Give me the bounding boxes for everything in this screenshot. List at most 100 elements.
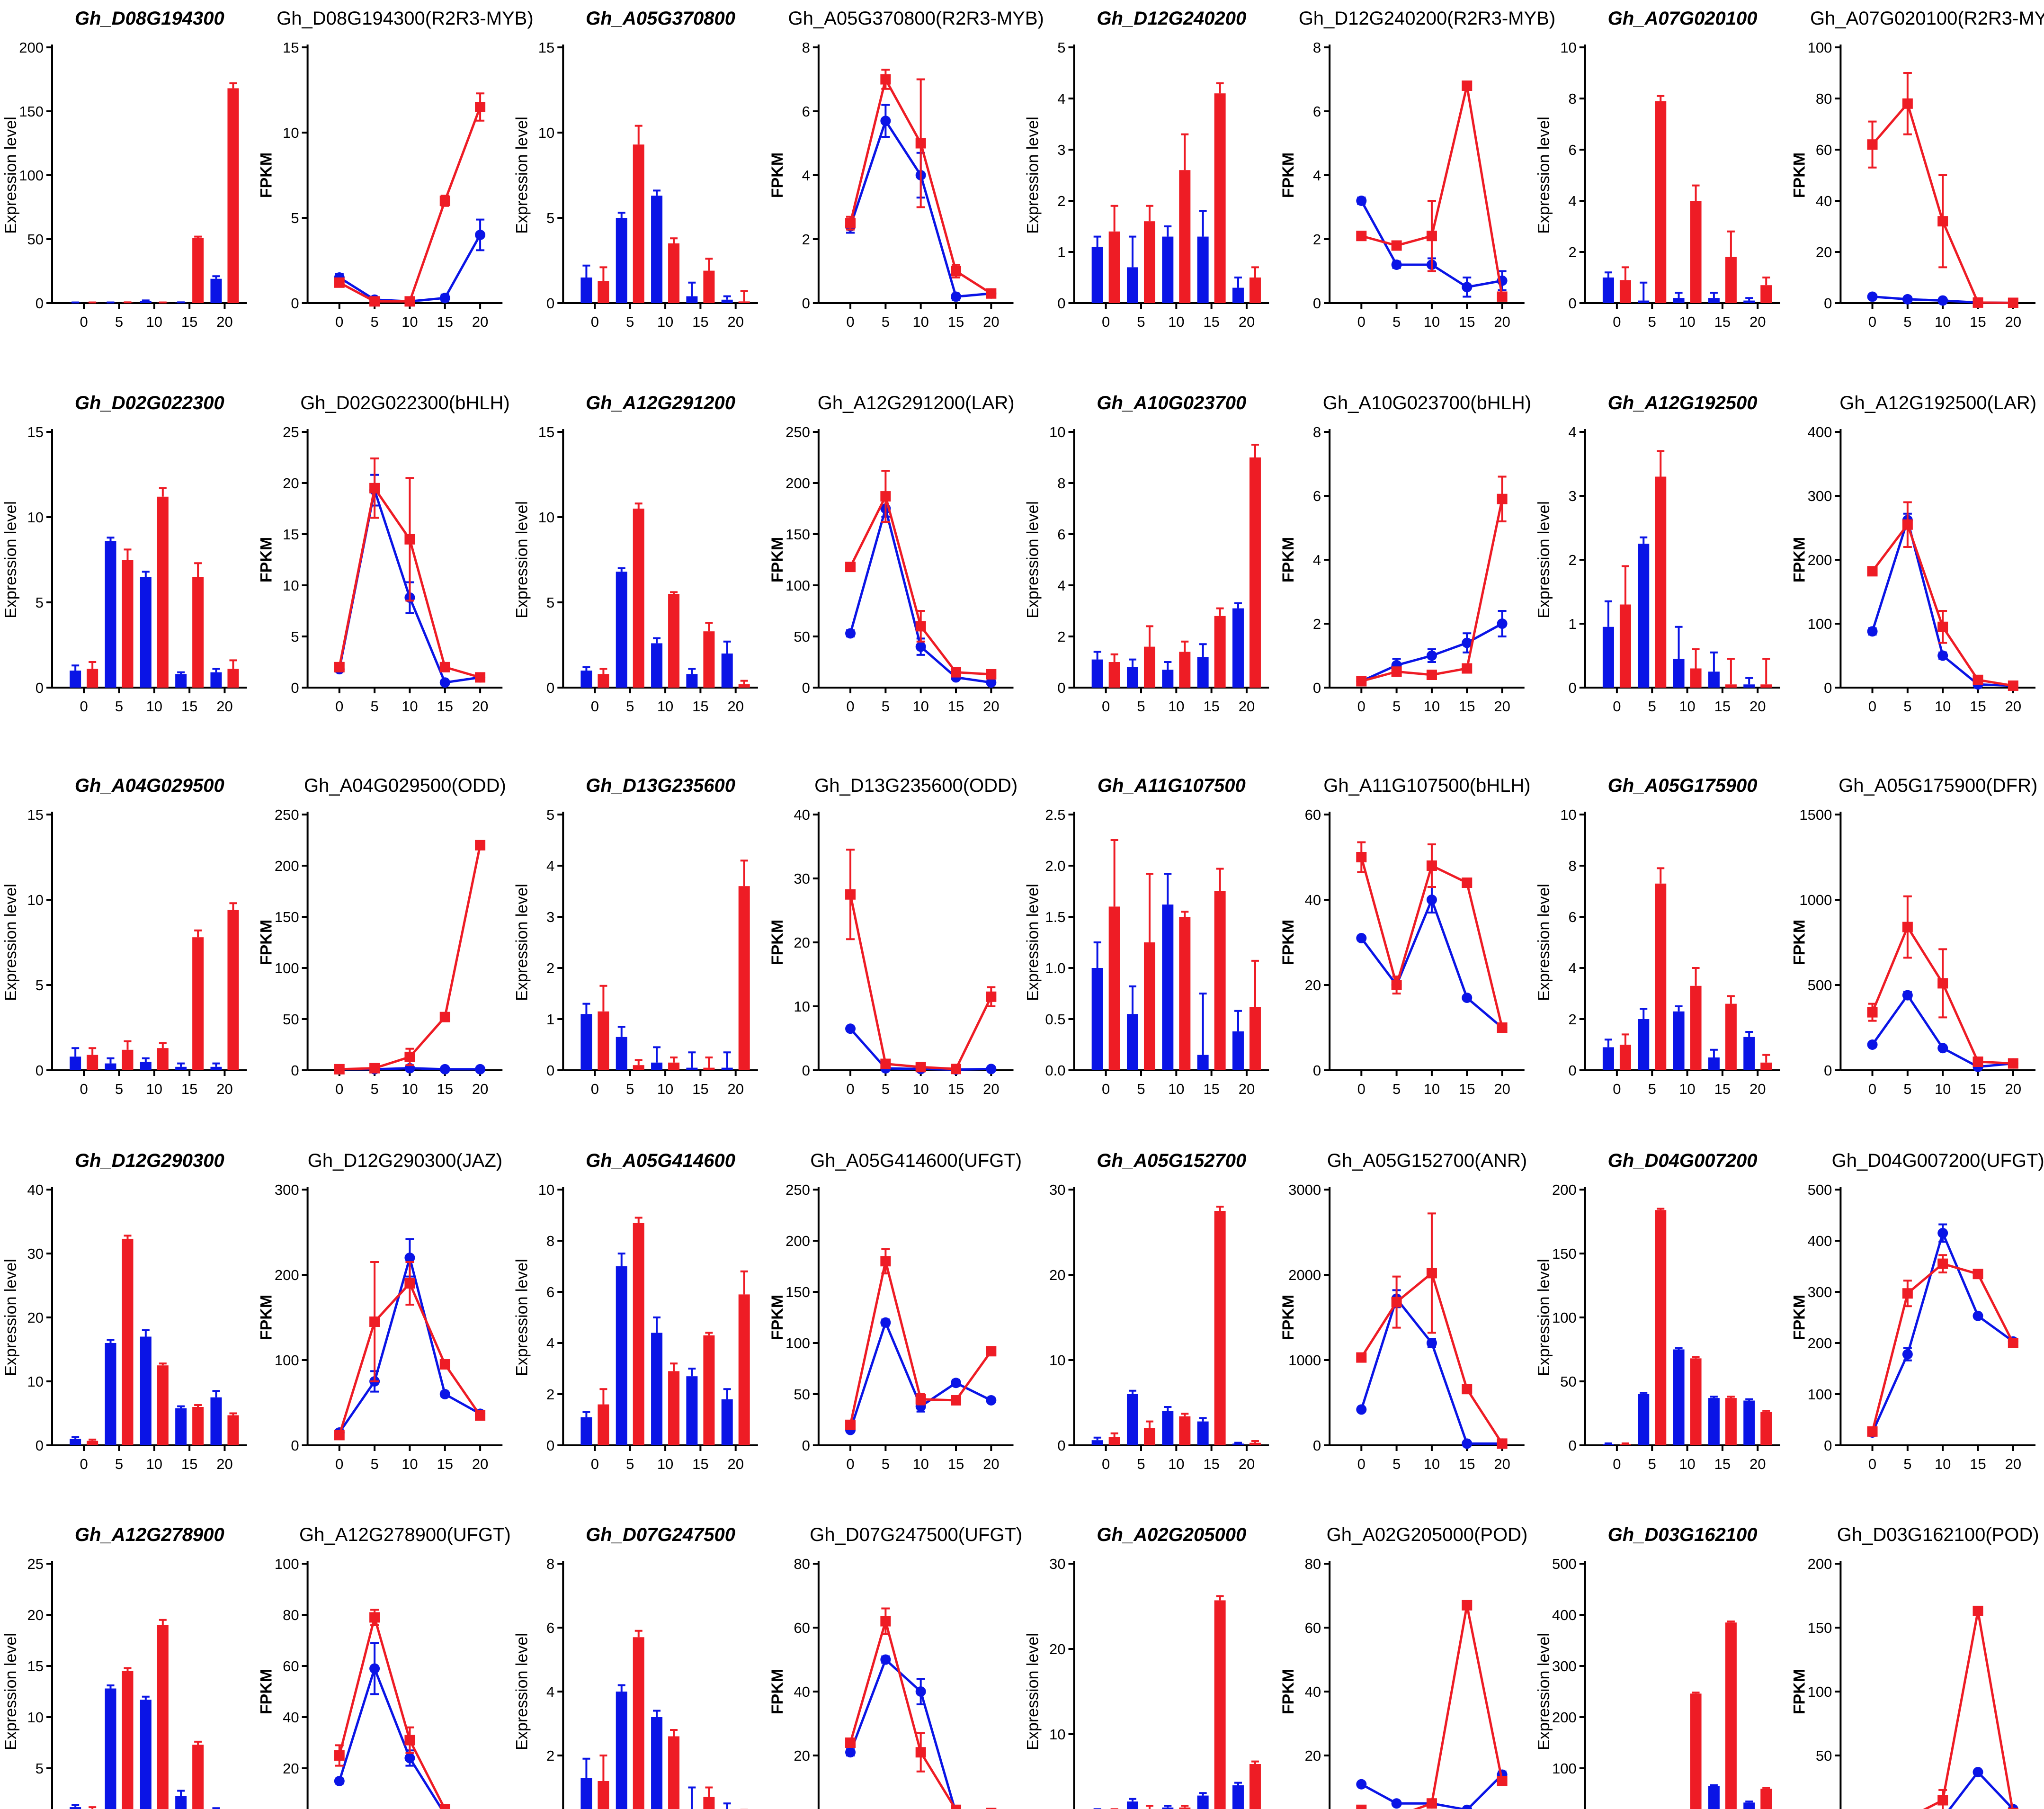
point-series_2 — [880, 1256, 891, 1267]
bar-series_2 — [227, 910, 239, 1070]
point-series_1 — [1462, 993, 1473, 1003]
bar-series_1 — [175, 674, 187, 688]
bar-series_1 — [1232, 287, 1244, 303]
error-bar — [1234, 1782, 1242, 1785]
bar-series_1 — [651, 643, 663, 688]
chart-panel: Gh_D02G022300 Expression level 0 5 10 15 0 5 10 1… — [2, 393, 247, 715]
error-bar — [653, 1710, 661, 1717]
bar-series_2 — [1143, 646, 1155, 688]
error-bar — [1675, 1005, 1683, 1012]
y-tick-label: 250 — [785, 424, 810, 440]
point-series_2 — [1391, 666, 1402, 677]
point-series_2 — [1391, 1297, 1402, 1307]
bar-series_1 — [70, 1057, 81, 1070]
bar-series_1 — [175, 1796, 187, 1809]
y-tick-label: 150 — [19, 103, 44, 120]
y-tick-label: 250 — [785, 1182, 810, 1198]
error-bar — [1675, 626, 1683, 659]
chart-title: Gh_A10G023700 — [1097, 393, 1246, 413]
bar-series_1 — [210, 672, 222, 688]
error-bar — [1145, 1420, 1153, 1428]
point-series_1 — [915, 641, 926, 652]
chart-panel: Gh_D12G290300 Expression level 0 10 20 30 40 0 5… — [2, 1150, 247, 1472]
y-tick-label: 0.5 — [1045, 1011, 1065, 1028]
bar-series_1 — [1126, 1014, 1138, 1070]
error-bar — [142, 1329, 150, 1337]
y-axis-label: Expression level — [2, 501, 20, 618]
error-bar — [1199, 1417, 1207, 1422]
point-series_2 — [915, 1394, 926, 1405]
y-tick-label: 10 — [27, 892, 44, 908]
point-series_2 — [1426, 670, 1437, 680]
bar-series_2 — [1725, 1398, 1737, 1445]
bar-series_2 — [227, 88, 239, 303]
x-tick-label: 0 — [335, 313, 343, 330]
x-tick-label: 15 — [948, 1456, 964, 1472]
chart-title: Gh_A05G152700(ANR) — [1327, 1150, 1527, 1171]
bar-series_1 — [210, 1397, 222, 1445]
x-tick-label: 10 — [912, 698, 928, 715]
point-series_2 — [1391, 980, 1402, 990]
error-bar — [705, 622, 713, 632]
y-tick-label: 8 — [546, 1556, 554, 1572]
point-series_2 — [404, 1051, 415, 1062]
error-bar — [599, 266, 607, 281]
chart-panel: Gh_D02G022300(bHLH) FPKM 0 5 10 15 20 25 0 5 10 15 2… — [258, 393, 510, 715]
x-tick-label: 20 — [1749, 1456, 1766, 1472]
error-bar — [1657, 95, 1665, 101]
bar-series_1 — [1708, 1398, 1720, 1445]
y-tick-label: 80 — [283, 1607, 299, 1623]
bar-series_2 — [1214, 616, 1226, 688]
chart-title: Gh_A10G023700(bHLH) — [1323, 393, 1531, 413]
bar-series_2 — [122, 560, 134, 688]
x-tick-label: 10 — [402, 313, 418, 330]
y-tick-label: 10 — [27, 1709, 44, 1726]
x-tick-label: 20 — [2005, 1456, 2021, 1472]
x-tick-label: 0 — [591, 1081, 599, 1097]
bar-series_1 — [105, 1688, 116, 1809]
point-series_1 — [475, 1064, 486, 1075]
point-series_1 — [915, 1686, 926, 1697]
x-tick-label: 5 — [882, 1081, 890, 1097]
bar-series_1 — [721, 299, 733, 303]
error-bar — [1164, 873, 1172, 905]
y-tick-label: 30 — [1049, 1556, 1065, 1572]
error-bar — [1621, 1033, 1629, 1045]
point-series_2 — [1356, 1804, 1367, 1809]
point-series_1 — [1391, 1798, 1402, 1809]
error-bar — [142, 571, 150, 577]
chart-title: Gh_D02G022300(bHLH) — [300, 393, 509, 413]
bar-series_2 — [598, 1404, 609, 1445]
chart-title: Gh_D12G240200 — [1097, 8, 1246, 29]
bar-series_2 — [703, 270, 715, 303]
bar-series_1 — [721, 654, 733, 688]
bar-series_2 — [1655, 101, 1667, 303]
y-tick-label: 0 — [291, 680, 299, 696]
bar-series_2 — [157, 1625, 169, 1809]
error-bar — [1181, 911, 1189, 917]
x-tick-label: 10 — [1424, 313, 1440, 330]
bar-series_2 — [1725, 1003, 1737, 1070]
error-bar — [1657, 450, 1665, 477]
point-series_1 — [845, 1747, 856, 1758]
point-series_2 — [439, 196, 450, 206]
x-tick-label: 20 — [1749, 313, 1766, 330]
point-series_2 — [1902, 1288, 1913, 1299]
error-bar — [653, 637, 661, 644]
x-tick-label: 15 — [437, 698, 453, 715]
error-bar — [107, 1057, 115, 1064]
y-axis-label: FPKM — [768, 920, 786, 965]
point-series_2 — [1902, 922, 1913, 932]
point-series_1 — [986, 677, 997, 688]
y-tick-label: 4 — [546, 1335, 554, 1352]
y-axis-label: FPKM — [258, 537, 276, 582]
error-bar — [1234, 277, 1242, 288]
y-tick-label: 4 — [1313, 552, 1321, 568]
y-tick-label: 0 — [1824, 1437, 1832, 1454]
error-bar — [1145, 625, 1153, 647]
x-tick-label: 10 — [1168, 1456, 1184, 1472]
x-tick-label: 0 — [335, 698, 343, 715]
error-bar — [670, 1729, 678, 1737]
y-axis-label: Expression level — [1535, 884, 1553, 1001]
bar-series_1 — [1708, 298, 1720, 303]
